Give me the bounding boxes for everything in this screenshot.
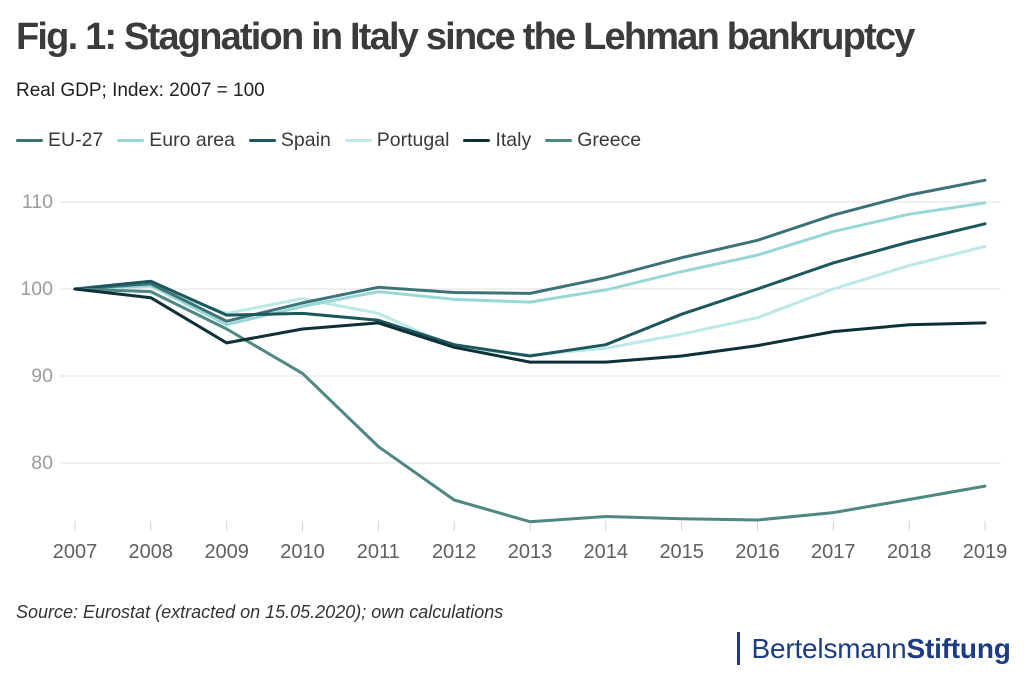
svg-text:2015: 2015 [659,541,704,563]
svg-text:2019: 2019 [963,541,1008,563]
svg-text:2013: 2013 [508,541,553,563]
svg-text:2012: 2012 [432,541,477,563]
svg-text:2018: 2018 [887,541,932,563]
svg-text:2009: 2009 [204,541,249,563]
svg-text:2017: 2017 [811,541,856,563]
svg-text:2008: 2008 [129,541,174,563]
svg-text:100: 100 [20,278,53,300]
svg-text:2007: 2007 [53,541,98,563]
svg-text:2014: 2014 [584,541,629,563]
svg-text:2016: 2016 [735,541,780,563]
svg-text:2010: 2010 [280,541,325,563]
svg-text:80: 80 [31,452,53,474]
svg-text:2011: 2011 [357,541,400,563]
svg-text:90: 90 [31,365,53,387]
svg-text:110: 110 [22,191,53,213]
